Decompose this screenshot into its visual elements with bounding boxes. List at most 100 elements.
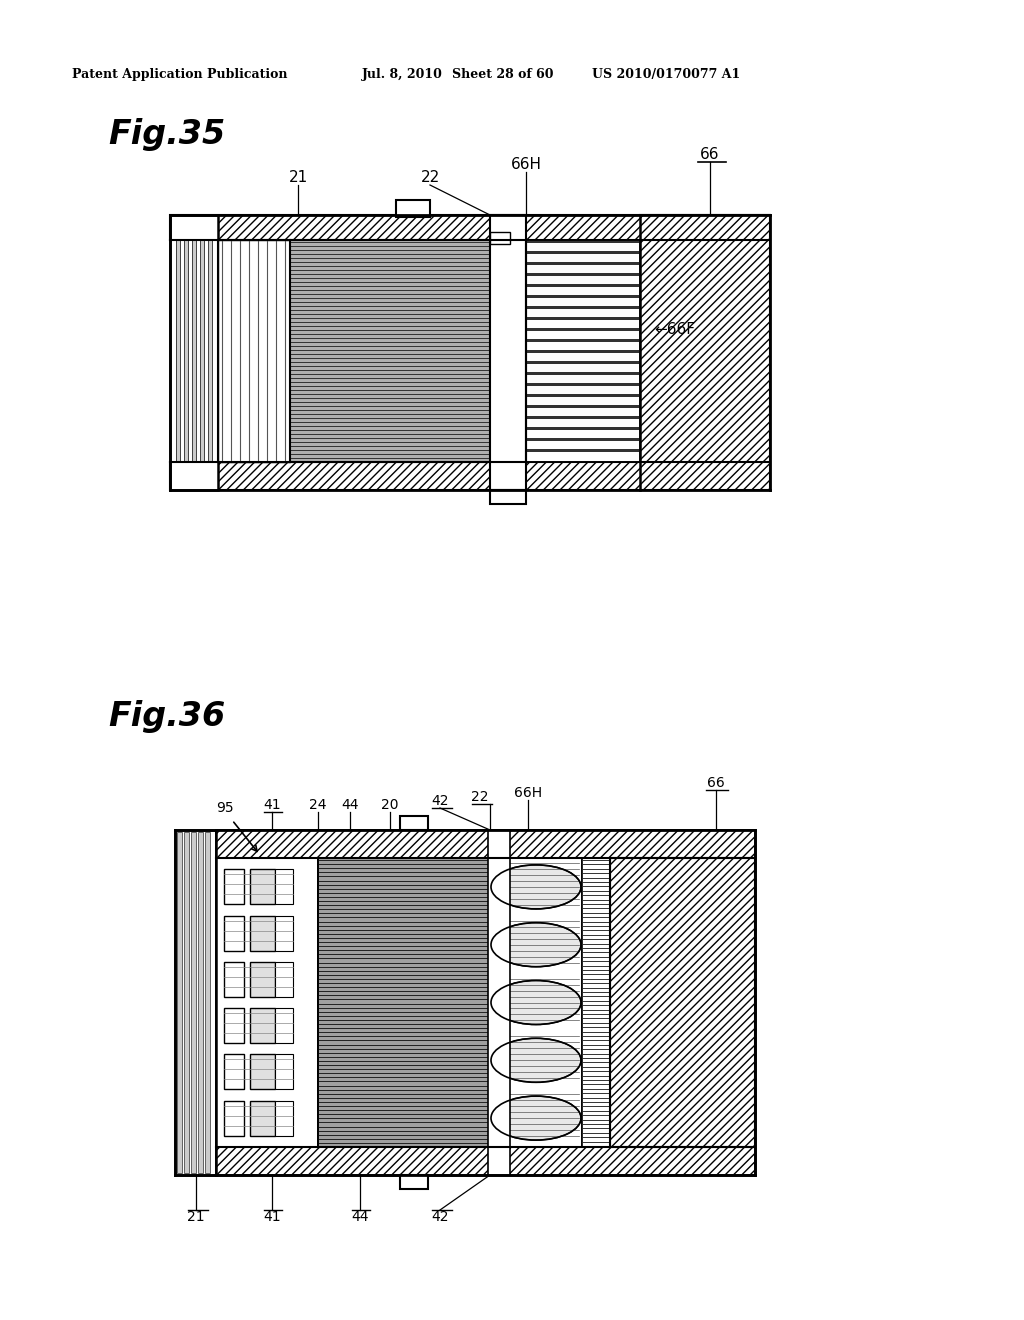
Bar — [396, 201, 430, 216]
Bar — [170, 215, 770, 240]
Bar — [488, 830, 510, 1175]
Text: 66: 66 — [708, 776, 725, 789]
Bar — [170, 240, 640, 462]
Bar — [527, 405, 639, 408]
Bar — [527, 438, 639, 441]
Bar — [250, 962, 275, 997]
Bar — [250, 870, 275, 904]
Bar — [527, 284, 639, 288]
Text: 42: 42 — [431, 795, 449, 808]
Bar — [184, 240, 188, 462]
Bar — [527, 339, 639, 342]
Bar — [490, 215, 526, 490]
Bar — [216, 830, 755, 1175]
Bar — [527, 261, 639, 265]
Bar — [177, 832, 182, 1173]
Text: 66H: 66H — [511, 157, 542, 172]
Text: ←41T: ←41T — [626, 1104, 664, 1117]
Text: US 2010/0170077 A1: US 2010/0170077 A1 — [592, 69, 740, 81]
Text: ←41T: ←41T — [626, 888, 664, 902]
Bar — [610, 858, 755, 1147]
Bar — [527, 426, 639, 430]
Bar — [275, 916, 293, 950]
Bar — [527, 360, 639, 364]
Text: 20: 20 — [381, 799, 398, 812]
Text: 24: 24 — [309, 799, 327, 812]
Text: ←66F: ←66F — [626, 995, 664, 1008]
Bar — [582, 858, 610, 1147]
Bar — [170, 215, 218, 490]
Bar — [216, 1147, 755, 1175]
Text: Sheet 28 of 60: Sheet 28 of 60 — [452, 69, 554, 81]
Text: 95: 95 — [216, 801, 233, 814]
Bar — [224, 870, 244, 904]
Text: 66H: 66H — [514, 785, 542, 800]
Bar — [205, 832, 210, 1173]
Bar — [527, 350, 639, 354]
Bar — [527, 240, 639, 243]
Text: 44: 44 — [351, 1210, 369, 1224]
Text: 21: 21 — [289, 170, 307, 185]
Text: ←66F: ←66F — [654, 322, 695, 338]
Text: Fig.35: Fig.35 — [108, 117, 225, 150]
Bar — [176, 240, 180, 462]
Bar — [250, 1008, 275, 1043]
Bar — [400, 1175, 428, 1189]
Ellipse shape — [490, 981, 581, 1024]
Text: 44: 44 — [341, 799, 358, 812]
Bar — [527, 393, 639, 397]
Bar — [275, 1055, 293, 1089]
Bar — [290, 240, 490, 462]
Bar — [224, 1055, 244, 1089]
Bar — [275, 870, 293, 904]
Bar — [216, 830, 755, 858]
Bar — [640, 215, 770, 490]
Bar — [490, 858, 582, 1147]
Bar — [490, 490, 526, 504]
Bar — [216, 858, 318, 1147]
Bar — [527, 372, 639, 375]
Bar — [526, 240, 640, 462]
Bar — [218, 240, 290, 462]
Bar — [224, 916, 244, 950]
Ellipse shape — [490, 1096, 581, 1140]
Bar — [224, 1101, 244, 1135]
Bar — [200, 240, 204, 462]
Text: Patent Application Publication: Patent Application Publication — [72, 69, 288, 81]
Bar — [527, 449, 639, 453]
Text: 41: 41 — [263, 1210, 281, 1224]
Bar — [250, 1055, 275, 1089]
Bar — [527, 306, 639, 309]
Bar — [527, 294, 639, 298]
Bar — [250, 916, 275, 950]
Ellipse shape — [490, 1039, 581, 1082]
Bar — [275, 962, 293, 997]
Bar — [216, 858, 610, 1147]
Text: 42: 42 — [431, 1210, 449, 1224]
Bar — [184, 832, 189, 1173]
Text: 66: 66 — [700, 147, 720, 162]
Ellipse shape — [490, 923, 581, 966]
Bar — [224, 962, 244, 997]
Bar — [191, 832, 196, 1173]
Bar — [527, 251, 639, 255]
Bar — [193, 240, 196, 462]
Bar — [318, 858, 490, 1147]
Bar — [527, 317, 639, 321]
Text: Jul. 8, 2010: Jul. 8, 2010 — [362, 69, 442, 81]
Text: 41: 41 — [263, 799, 281, 812]
Bar — [490, 232, 510, 244]
Bar — [275, 1008, 293, 1043]
Ellipse shape — [490, 865, 581, 909]
Bar — [170, 462, 770, 490]
Bar — [208, 240, 212, 462]
Bar — [275, 1101, 293, 1135]
Text: 22: 22 — [421, 170, 439, 185]
Bar — [224, 1008, 244, 1043]
Bar — [527, 273, 639, 276]
Bar — [527, 327, 639, 331]
Text: 22: 22 — [471, 789, 488, 804]
Bar — [527, 416, 639, 420]
Bar — [527, 383, 639, 387]
Bar — [400, 816, 428, 830]
